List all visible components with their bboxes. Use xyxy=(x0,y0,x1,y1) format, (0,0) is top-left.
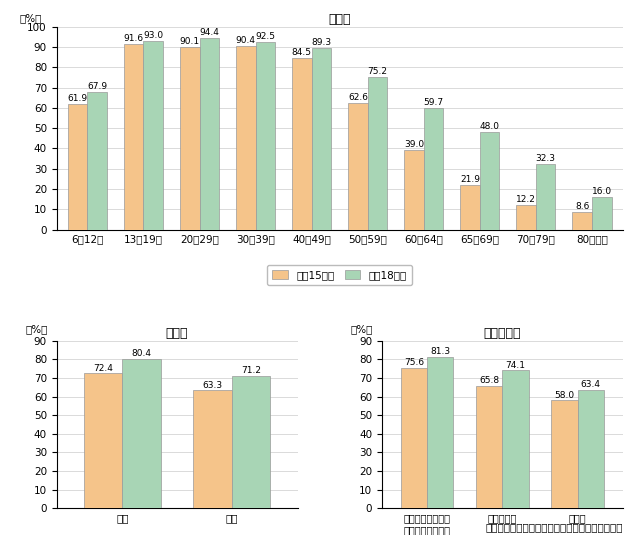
Text: 89.3: 89.3 xyxy=(311,39,331,48)
Bar xyxy=(536,164,555,230)
Bar xyxy=(503,370,528,508)
Text: 90.1: 90.1 xyxy=(180,37,200,46)
Bar xyxy=(232,376,270,508)
Bar xyxy=(236,46,255,230)
Bar xyxy=(180,47,199,230)
Bar xyxy=(427,357,454,508)
Bar xyxy=(194,391,232,508)
Text: （%）: （%） xyxy=(20,13,42,22)
Bar xyxy=(551,400,577,508)
Bar xyxy=(84,373,122,508)
Bar xyxy=(401,368,427,508)
Bar xyxy=(255,42,276,230)
Bar xyxy=(122,358,160,508)
Bar xyxy=(368,77,387,230)
Bar xyxy=(87,92,107,230)
Text: 59.7: 59.7 xyxy=(423,98,443,108)
Text: 12.2: 12.2 xyxy=(516,195,536,204)
Bar xyxy=(143,41,163,230)
Bar xyxy=(68,104,87,230)
Bar xyxy=(516,205,536,230)
Text: 39.0: 39.0 xyxy=(404,141,424,149)
Text: 72.4: 72.4 xyxy=(93,364,113,373)
Text: 67.9: 67.9 xyxy=(87,82,108,91)
Text: （%）: （%） xyxy=(25,324,48,334)
Text: 74.1: 74.1 xyxy=(506,361,525,370)
Text: 48.0: 48.0 xyxy=(479,122,499,131)
Text: 75.2: 75.2 xyxy=(367,67,387,76)
Text: 92.5: 92.5 xyxy=(255,32,276,41)
Title: 都市規模別: 都市規模別 xyxy=(484,326,521,340)
Bar xyxy=(460,185,480,230)
Text: 80.4: 80.4 xyxy=(131,349,152,358)
Bar xyxy=(124,44,143,230)
Legend: 平成15年末, 平成18年末: 平成15年末, 平成18年末 xyxy=(267,265,412,285)
Bar xyxy=(572,212,592,230)
Text: 75.6: 75.6 xyxy=(404,358,424,367)
Bar xyxy=(592,197,611,230)
Text: 8.6: 8.6 xyxy=(575,202,589,211)
Text: （出典）総務省「通信利用動向調査（世帯編）」: （出典）総務省「通信利用動向調査（世帯編）」 xyxy=(485,522,623,532)
Bar xyxy=(292,58,311,230)
Bar xyxy=(424,109,443,230)
Bar xyxy=(480,132,499,230)
Text: 62.6: 62.6 xyxy=(348,93,368,102)
Bar xyxy=(348,103,368,230)
Text: 84.5: 84.5 xyxy=(292,48,312,57)
Bar xyxy=(476,386,503,508)
Text: （%）: （%） xyxy=(350,324,373,334)
Text: 21.9: 21.9 xyxy=(460,175,480,184)
Text: 63.3: 63.3 xyxy=(203,381,223,389)
Text: 81.3: 81.3 xyxy=(430,347,450,356)
Bar xyxy=(311,49,331,230)
Title: 世代別: 世代別 xyxy=(328,13,351,26)
Bar xyxy=(577,390,604,508)
Text: 65.8: 65.8 xyxy=(479,376,499,385)
Text: 93.0: 93.0 xyxy=(143,31,164,40)
Text: 61.9: 61.9 xyxy=(67,94,87,103)
Text: 63.4: 63.4 xyxy=(581,380,601,389)
Text: 90.4: 90.4 xyxy=(236,36,256,45)
Text: 16.0: 16.0 xyxy=(592,187,612,196)
Text: 32.3: 32.3 xyxy=(536,154,555,163)
Text: 91.6: 91.6 xyxy=(124,34,144,43)
Bar xyxy=(404,150,424,230)
Title: 男女別: 男女別 xyxy=(166,326,188,340)
Bar xyxy=(199,38,219,230)
Text: 94.4: 94.4 xyxy=(199,28,220,37)
Text: 58.0: 58.0 xyxy=(554,391,574,400)
Text: 71.2: 71.2 xyxy=(241,366,261,375)
